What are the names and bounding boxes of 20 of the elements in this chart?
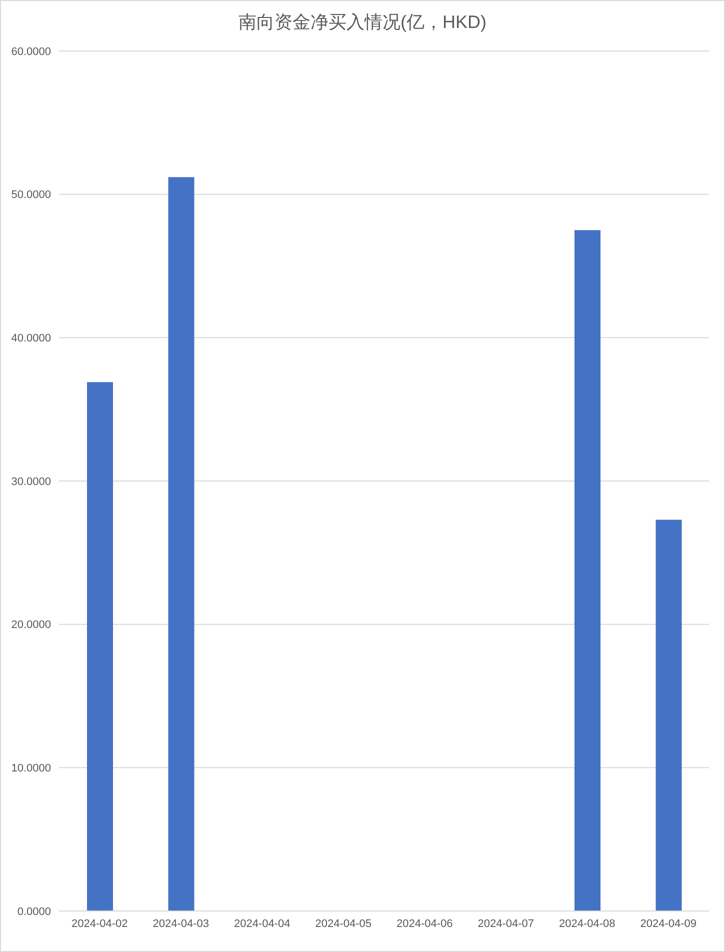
y-tick-label: 0.0000 xyxy=(17,906,51,918)
chart-title: 南向资金净买入情况(亿，HKD) xyxy=(238,11,488,34)
x-tick-label: 2024-04-09 xyxy=(640,918,697,930)
x-tick-label: 2024-04-05 xyxy=(315,918,372,930)
y-tick-label: 20.0000 xyxy=(11,619,51,632)
bar xyxy=(656,520,682,911)
bar xyxy=(574,230,600,911)
x-tick-label: 2024-04-08 xyxy=(558,918,616,930)
x-tick-label: 2024-04-03 xyxy=(152,918,210,930)
y-tick-label: 10.0000 xyxy=(11,762,51,775)
x-tick-label: 2024-04-04 xyxy=(234,918,290,930)
bar xyxy=(168,177,194,911)
y-tick-label: 60.0000 xyxy=(11,46,51,58)
y-tick-label: 30.0000 xyxy=(11,476,51,488)
y-tick-label: 40.0000 xyxy=(11,332,51,345)
x-tick-label: 2024-04-06 xyxy=(396,918,453,930)
x-tick-label: 2024-04-02 xyxy=(71,918,128,930)
y-tick-label: 50.0000 xyxy=(11,189,51,202)
bar xyxy=(87,382,113,911)
x-tick-label: 2024-04-07 xyxy=(478,918,534,930)
